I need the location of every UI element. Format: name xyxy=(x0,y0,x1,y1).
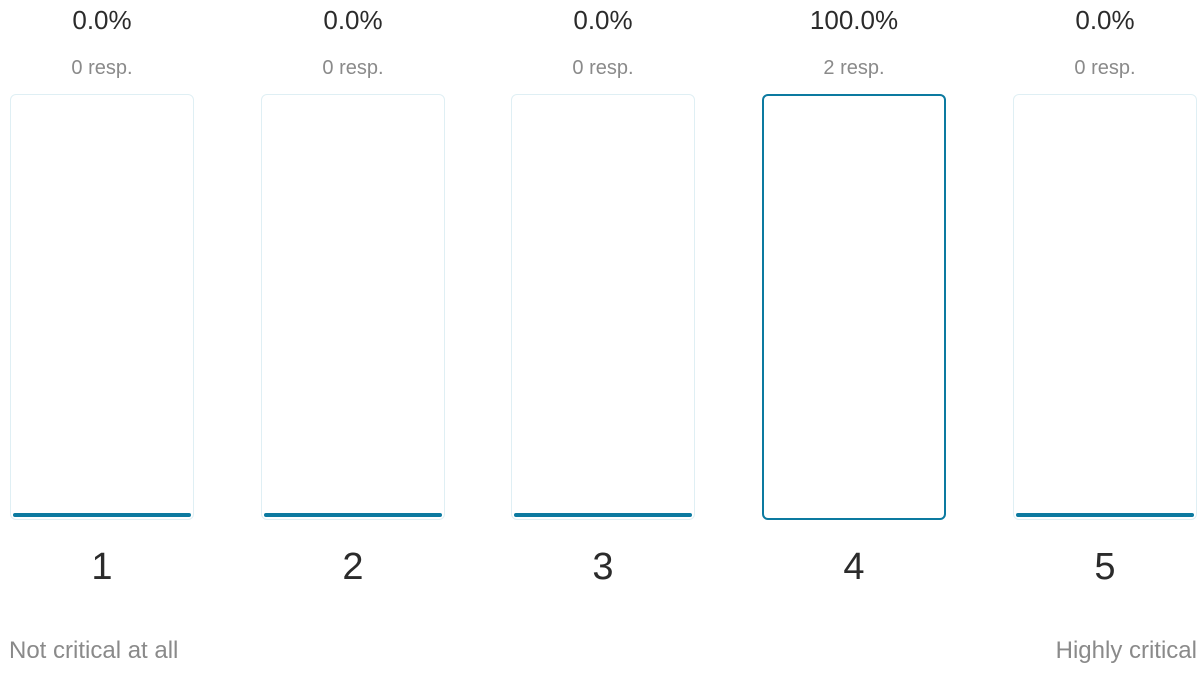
bar-baseline xyxy=(514,513,692,517)
bar-baseline xyxy=(1016,513,1194,517)
bar-column-5: 0.0% 0 resp. 5 xyxy=(1013,0,1197,600)
bar-column-4: 100.0% 2 resp. 4 xyxy=(762,0,946,600)
response-count-label: 0 resp. xyxy=(71,57,133,79)
response-count-label: 2 resp. xyxy=(823,57,885,79)
category-label: 3 xyxy=(592,546,614,588)
percent-label: 0.0% xyxy=(1075,5,1135,35)
category-label: 2 xyxy=(342,546,364,588)
bar xyxy=(261,94,445,520)
bar-column-1: 0.0% 0 resp. 1 xyxy=(10,0,194,600)
bar xyxy=(1013,94,1197,520)
bar-column-3: 0.0% 0 resp. 3 xyxy=(511,0,695,600)
category-label: 4 xyxy=(843,546,865,588)
bar xyxy=(511,94,695,520)
scale-high-label: Highly critical xyxy=(1055,637,1197,664)
scale-low-label: Not critical at all xyxy=(9,637,179,664)
bar-column-2: 0.0% 0 resp. 2 xyxy=(261,0,445,600)
percent-label: 0.0% xyxy=(72,5,132,35)
response-count-label: 0 resp. xyxy=(322,57,384,79)
bar-baseline xyxy=(264,513,442,517)
bar-baseline xyxy=(13,513,191,517)
bar xyxy=(762,94,946,520)
percent-label: 100.0% xyxy=(809,5,899,35)
response-count-label: 0 resp. xyxy=(572,57,634,79)
percent-label: 0.0% xyxy=(323,5,383,35)
response-count-label: 0 resp. xyxy=(1074,57,1136,79)
category-label: 1 xyxy=(91,546,113,588)
bar xyxy=(10,94,194,520)
category-label: 5 xyxy=(1094,546,1116,588)
percent-label: 0.0% xyxy=(573,5,633,35)
